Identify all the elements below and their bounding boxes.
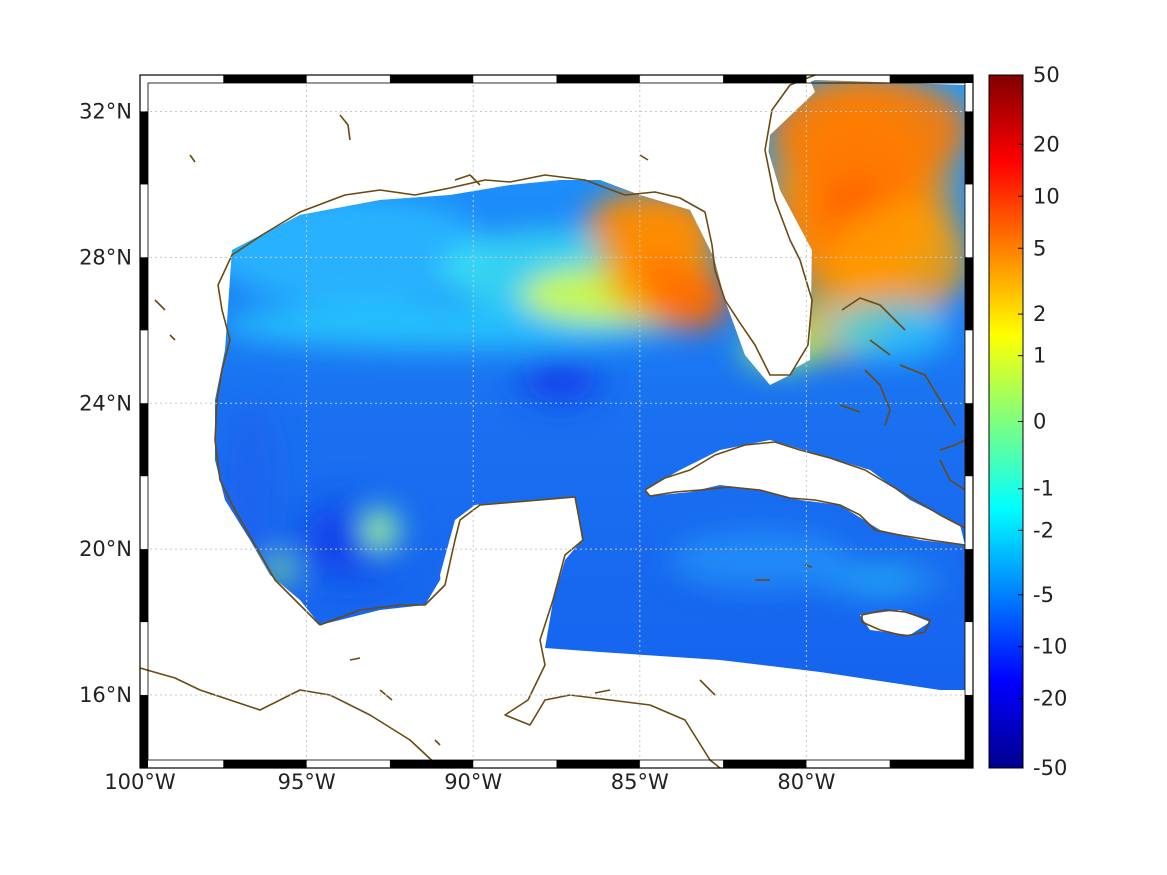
colorbar-tick-label: 0 bbox=[1033, 410, 1046, 434]
latitude-tick-label: 20°N bbox=[79, 537, 132, 561]
frame-segment bbox=[140, 403, 148, 477]
colorbar-tick-label: -10 bbox=[1033, 635, 1067, 659]
colorbar-tick-label: -20 bbox=[1033, 687, 1067, 711]
latitude-tick-labels: 32°N 28°N 24°N 20°N 16°N bbox=[79, 99, 132, 707]
frame-segment bbox=[965, 257, 973, 331]
colorbar-tick-label: 10 bbox=[1033, 184, 1060, 208]
colorbar-tick-label: 20 bbox=[1033, 132, 1060, 156]
frame-segment bbox=[556, 75, 640, 83]
colorbar-gradient bbox=[989, 75, 1023, 768]
frame-segment bbox=[140, 257, 148, 331]
frame-segment bbox=[723, 760, 807, 768]
frame-segment bbox=[140, 549, 148, 623]
frame-segment bbox=[389, 75, 474, 83]
data-field bbox=[215, 80, 965, 690]
frame-segment bbox=[889, 75, 973, 83]
colorbar-tick-label: -1 bbox=[1033, 477, 1054, 501]
longitude-tick-label: 95°W bbox=[278, 770, 336, 794]
longitude-tick-label: 80°W bbox=[777, 770, 835, 794]
longitude-tick-labels: 100°W 95°W 90°W 85°W 80°W bbox=[104, 770, 835, 794]
frame-segment bbox=[140, 695, 148, 768]
coastline-yucatan bbox=[319, 496, 721, 769]
latitude-tick-label: 24°N bbox=[79, 391, 132, 415]
frame-segment bbox=[965, 403, 973, 477]
colorbar-tick-label: -5 bbox=[1033, 583, 1054, 607]
colorbar-tick-label: 50 bbox=[1033, 63, 1060, 87]
colorbar-tick-label: -2 bbox=[1033, 518, 1054, 542]
frame-segment bbox=[723, 75, 807, 83]
coastline-jamaica bbox=[861, 609, 931, 637]
latitude-tick-label: 32°N bbox=[79, 99, 132, 123]
colorbar-tick-label: 2 bbox=[1033, 302, 1046, 326]
coastline-mexico-gulf bbox=[214, 74, 816, 626]
frame-segment bbox=[556, 760, 640, 768]
latitude-tick-label: 16°N bbox=[79, 683, 132, 707]
longitude-tick-label: 100°W bbox=[104, 770, 176, 794]
colorbar-tick-label: 1 bbox=[1033, 344, 1046, 368]
frame-segment bbox=[965, 111, 973, 185]
frame-segment bbox=[140, 111, 148, 185]
coastline-cuba bbox=[644, 441, 966, 546]
colorbar-tick-label: 5 bbox=[1033, 236, 1046, 260]
colorbar-tick-label: -50 bbox=[1033, 756, 1067, 780]
coastline-bahamas bbox=[839, 297, 956, 426]
map-frame bbox=[139, 74, 974, 769]
frame-segment bbox=[965, 549, 973, 623]
longitude-tick-label: 85°W bbox=[611, 770, 669, 794]
frame-segment bbox=[389, 760, 474, 768]
grid-lines bbox=[140, 75, 973, 768]
latitude-tick-label: 28°N bbox=[79, 245, 132, 269]
coastlines bbox=[139, 74, 966, 769]
frame-segment bbox=[965, 695, 973, 768]
coastline-hispaniola bbox=[939, 439, 966, 491]
frame-segment bbox=[223, 760, 307, 768]
frame-segment bbox=[889, 760, 973, 768]
coastline-gulf bbox=[139, 667, 441, 769]
frame-segment bbox=[223, 75, 307, 83]
longitude-tick-label: 90°W bbox=[444, 770, 502, 794]
